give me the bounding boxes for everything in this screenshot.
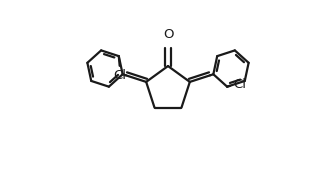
Text: Cl: Cl (233, 78, 246, 91)
Text: Cl: Cl (113, 69, 126, 82)
Text: O: O (163, 28, 173, 41)
